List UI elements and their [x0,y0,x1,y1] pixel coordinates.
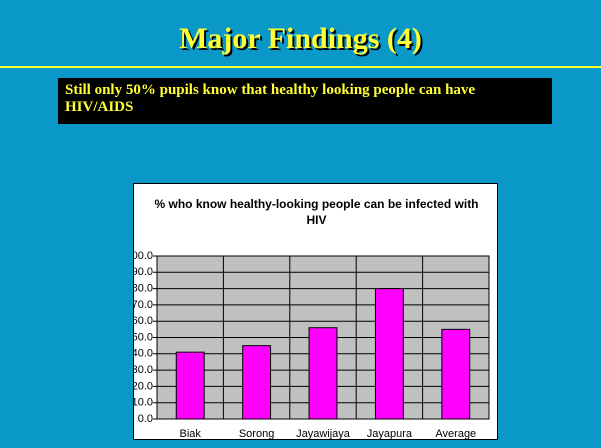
x-tick-label: Jayapura [367,428,413,440]
y-tick-label: 10.0 [134,397,153,409]
x-tick-label: Sorong [239,428,274,440]
bar [441,328,471,420]
y-tick-label: 20.0 [134,380,153,392]
bar [242,345,272,420]
y-tick-label: 90.0 [134,266,153,278]
bar [175,351,205,420]
slide-title: Major Findings (4) [179,22,422,55]
chart: 0.0 10.0 20.0 30.0 40.0 50.0 60.0 70.0 80.0 90.0 1… [134,250,490,440]
y-tick-label: 30.0 [134,364,153,376]
callout: Still only 50% pupils know that healthy … [58,78,552,124]
y-tick-label: 60.0 [134,315,153,327]
bar [374,288,404,420]
x-tick-label: Average [435,428,476,440]
y-tick-label: 100.0 [134,250,153,262]
y-tick-label: 0.0 [138,413,153,425]
x-tick-label: Biak [179,428,201,440]
y-tick-label: 80.0 [134,283,153,295]
chart-title: % who know healthy-looking people can be… [154,197,479,227]
title-rule [0,66,601,68]
y-tick-label: 70.0 [134,299,153,311]
y-tick-label: 50.0 [134,331,153,343]
bar [308,327,338,420]
chart-box: % who know healthy-looking people can be… [133,183,498,440]
x-tick-label: Jayawijaya [296,428,351,440]
y-tick-label: 40.0 [134,348,153,360]
